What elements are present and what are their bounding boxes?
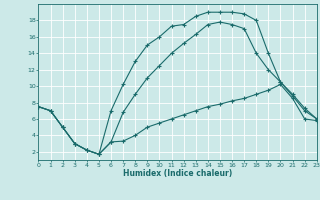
X-axis label: Humidex (Indice chaleur): Humidex (Indice chaleur) bbox=[123, 169, 232, 178]
